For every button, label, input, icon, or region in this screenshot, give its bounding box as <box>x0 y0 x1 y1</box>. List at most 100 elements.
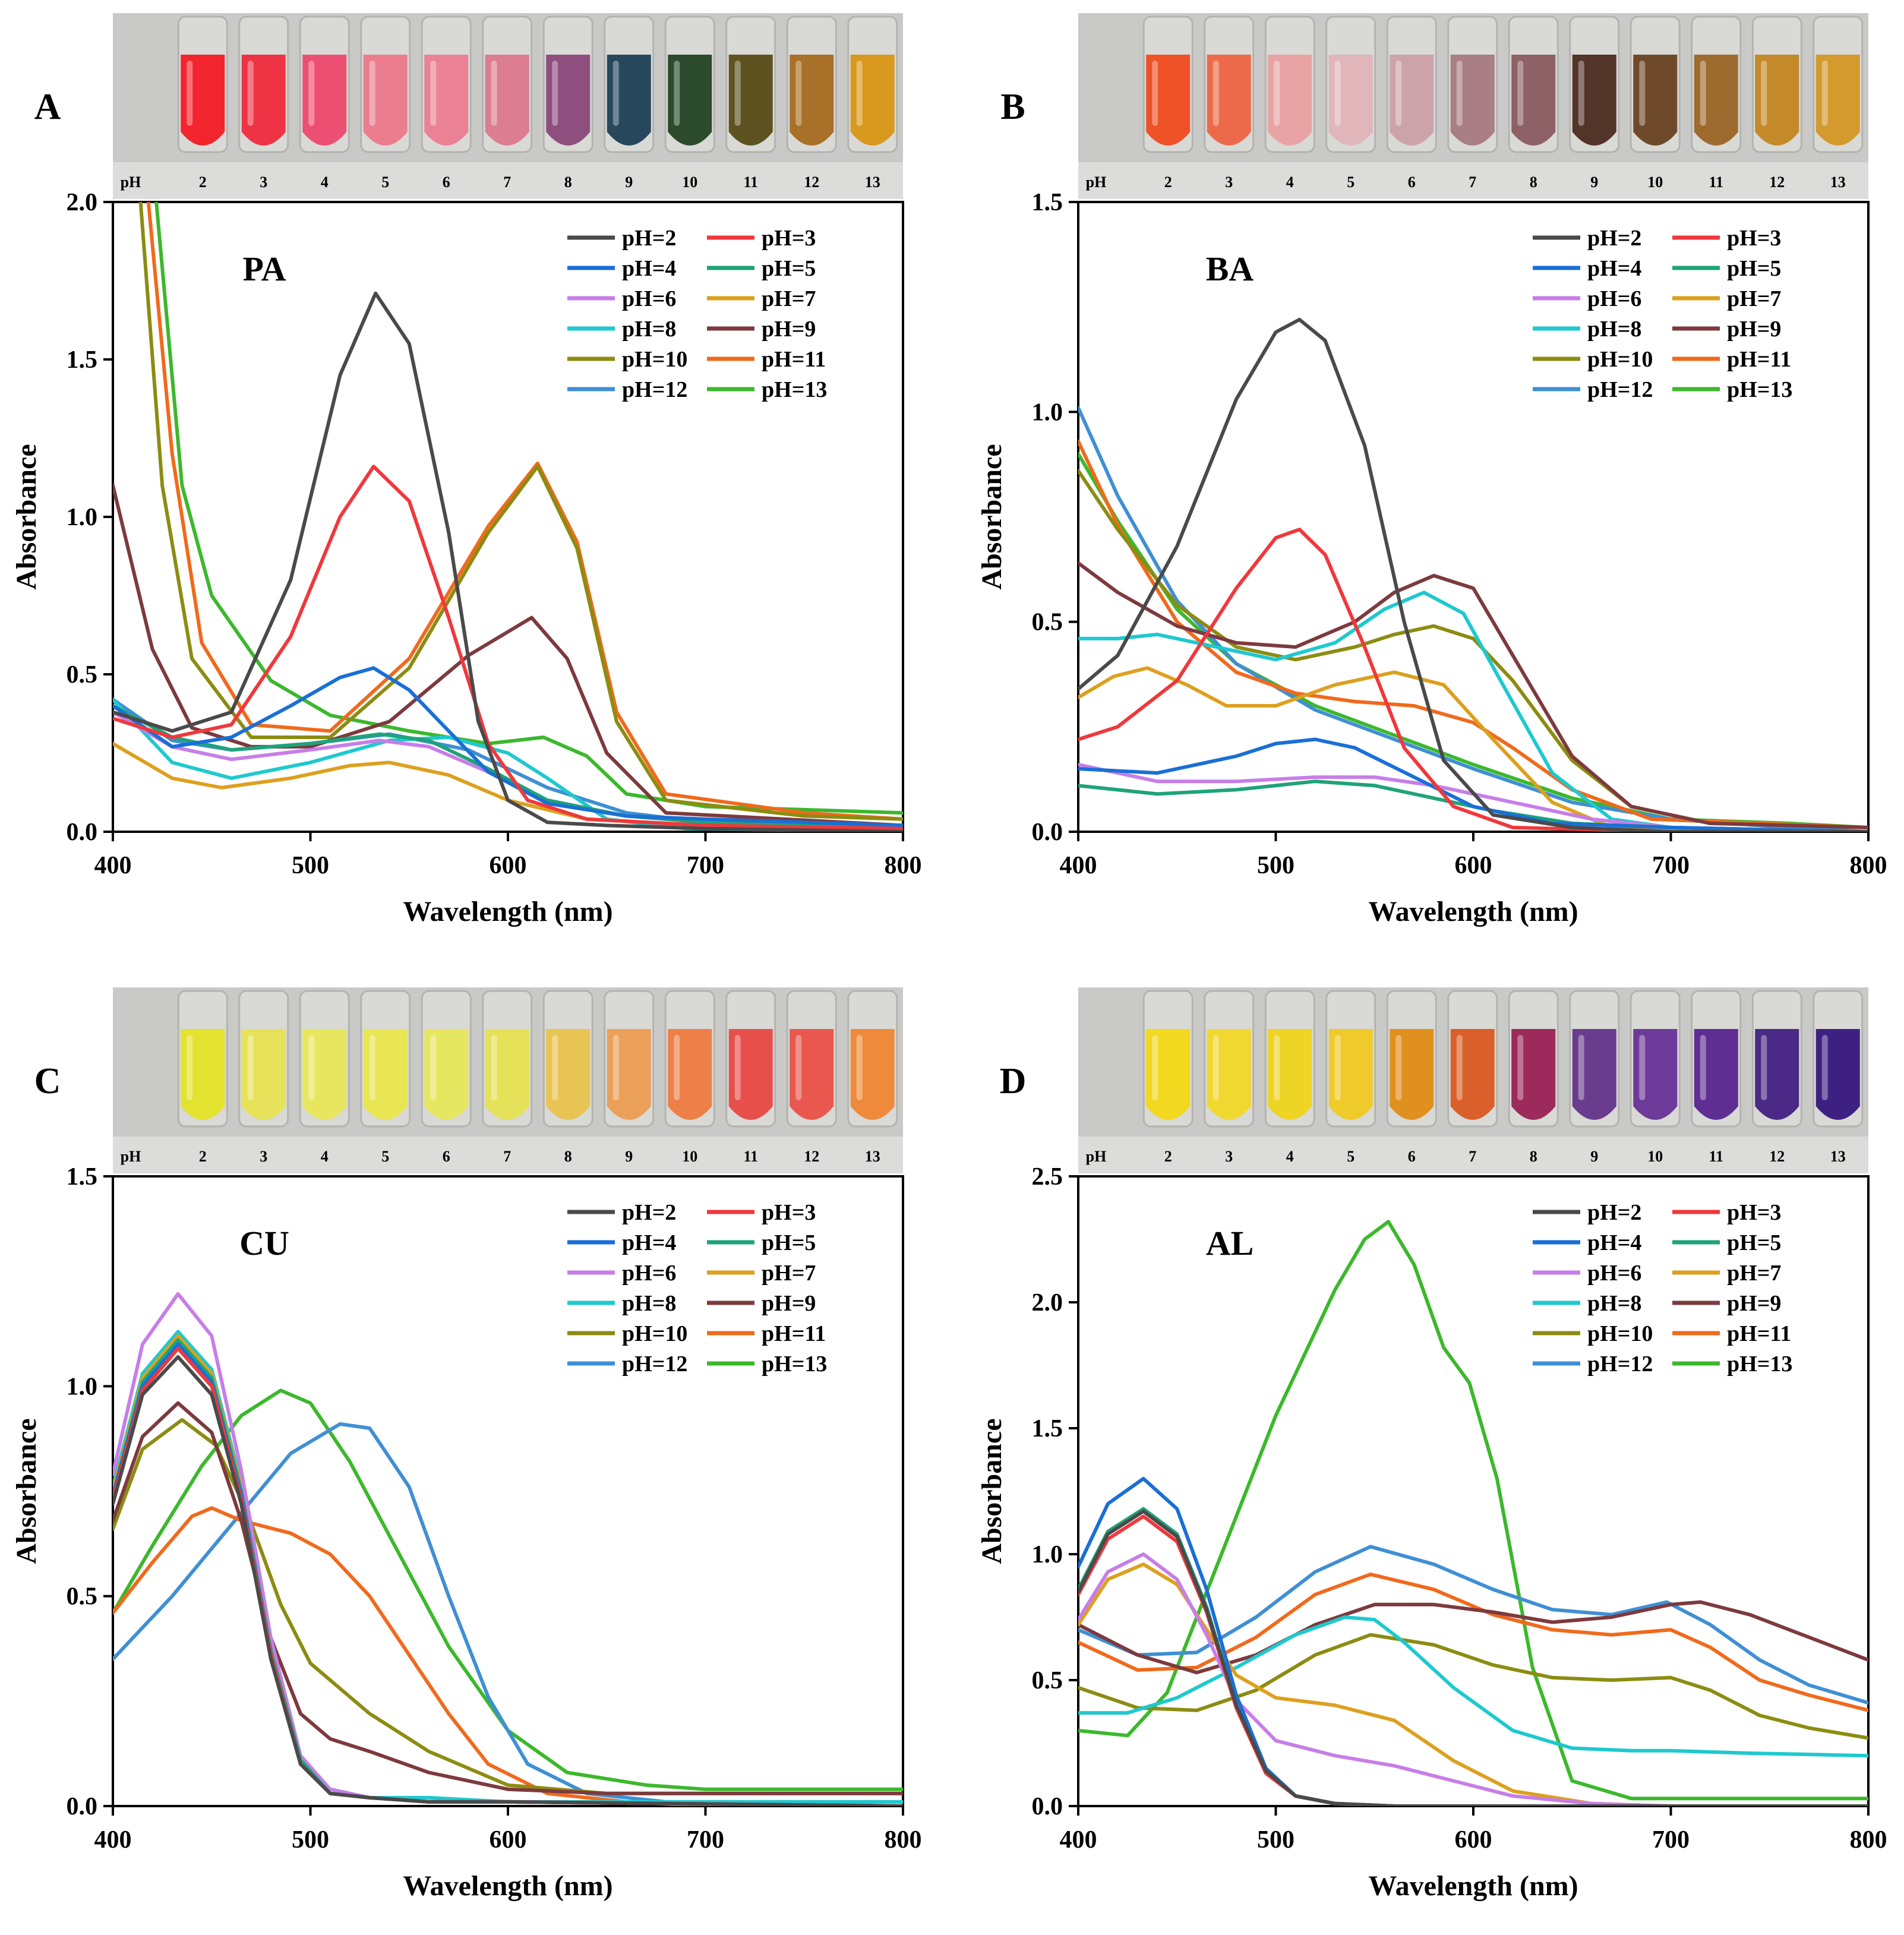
legend-item-ph-2: pH=2 <box>1533 226 1641 251</box>
legend-label: pH=3 <box>762 226 816 251</box>
tube-ph-label: 9 <box>625 1148 633 1165</box>
legend-item-ph-9: pH=9 <box>707 1291 816 1316</box>
legend-label: pH=3 <box>1727 1200 1781 1225</box>
series-line-ph-7 <box>1078 666 1868 832</box>
y-tick-label: 2.0 <box>1032 1289 1063 1317</box>
tube-highlight <box>187 61 193 126</box>
legend-item-ph-5: pH=5 <box>707 256 816 281</box>
tube-highlight <box>1395 61 1402 126</box>
y-tick-label: 0.5 <box>1032 1667 1063 1694</box>
tube-ph-label: 2 <box>1164 173 1172 191</box>
legend-item-ph-8: pH=8 <box>1533 1291 1641 1316</box>
tube-highlight <box>1578 1035 1584 1100</box>
legend-item-ph-5: pH=5 <box>707 1230 816 1255</box>
series-group <box>1078 1220 1868 1806</box>
tube-ph-4: 4 <box>299 990 350 1165</box>
legend-item-ph-4: pH=4 <box>567 256 676 281</box>
legend-label: pH=11 <box>762 347 826 372</box>
series-line-ph-10 <box>113 1418 903 1795</box>
tube-highlight <box>552 1035 558 1100</box>
legend-label: pH=9 <box>762 317 816 342</box>
tube-solution <box>668 55 712 146</box>
tube-highlight <box>856 1035 863 1100</box>
tube-solution <box>302 55 347 146</box>
legend-label: pH=5 <box>762 256 816 281</box>
tube-photo: 2 3 4 5 6 7 8 9 10 11 12 13 pH <box>1078 987 1868 1173</box>
tube-ph-7: 7 <box>1447 990 1498 1165</box>
tube-ph-label: 12 <box>804 173 819 191</box>
tube-ph-label: 4 <box>321 1148 329 1165</box>
tube-ph-5: 5 <box>1325 15 1376 191</box>
legend-item-ph-10: pH=10 <box>1533 1321 1653 1346</box>
tube-ph-13: 13 <box>847 15 898 191</box>
legend-label: pH=10 <box>622 1321 687 1346</box>
tube-highlight <box>1456 61 1463 126</box>
legend-label: pH=12 <box>622 1352 687 1377</box>
tube-highlight <box>674 1035 680 1100</box>
x-axis-label: Wavelength (nm) <box>403 1870 612 1902</box>
legend-label: pH=3 <box>762 1200 816 1225</box>
tube-highlight <box>1517 61 1524 126</box>
x-tick-label: 700 <box>687 852 724 879</box>
series-line-ph-9 <box>113 484 903 828</box>
tube-highlight <box>247 61 254 126</box>
legend-item-ph-7: pH=7 <box>1672 1261 1781 1286</box>
legend-label: pH=7 <box>762 286 816 311</box>
tube-highlight <box>308 1035 315 1100</box>
tube-ph-8: 8 <box>1508 15 1559 191</box>
legend-item-ph-7: pH=7 <box>707 1261 816 1286</box>
tube-ph-6: 6 <box>1386 15 1437 191</box>
tube-solution <box>241 55 286 146</box>
tube-ph-8: 8 <box>542 15 593 191</box>
tube-ph-10: 10 <box>1630 990 1681 1165</box>
tube-ph-3: 3 <box>1204 15 1255 191</box>
tube-ph-9: 9 <box>1569 990 1620 1165</box>
legend-item-ph-6: pH=6 <box>1533 1261 1641 1286</box>
y-tick-label: 0.0 <box>67 819 98 846</box>
legend-label: pH=10 <box>1587 347 1653 372</box>
tube-solution <box>302 1029 347 1120</box>
y-tick-label: 0.0 <box>67 1793 98 1820</box>
tube-highlight <box>1213 1035 1219 1100</box>
photo-ph-label: pH <box>1086 1148 1107 1165</box>
x-tick-label: 400 <box>1060 1826 1097 1854</box>
tube-solution <box>485 55 529 146</box>
tube-solution <box>546 1029 591 1120</box>
tube-ph-10: 10 <box>664 15 715 191</box>
series-line-ph-7 <box>1078 1562 1868 1806</box>
tube-solution <box>1572 1029 1616 1120</box>
x-tick-label: 600 <box>490 852 527 879</box>
tube-highlight <box>1639 61 1646 126</box>
tube-ph-12: 12 <box>1751 15 1802 191</box>
x-tick-label: 600 <box>1455 1826 1492 1854</box>
legend-item-ph-8: pH=8 <box>1533 317 1641 342</box>
x-tick-label: 400 <box>94 852 132 879</box>
tube-ph-label: 4 <box>1286 173 1294 191</box>
panel-letter: C <box>34 1061 61 1101</box>
y-tick-label: 1.0 <box>1032 1541 1063 1568</box>
y-axis-label: Absorbance <box>11 1418 42 1564</box>
series-line-ph-7 <box>113 1334 903 1806</box>
tube-ph-10: 10 <box>1630 15 1681 191</box>
legend: pH=2 pH=3 pH=4 pH=5 pH=6 pH=7 pH=8 pH=9 pH=10 pH=… <box>1533 226 1792 402</box>
legend-item-ph-11: pH=11 <box>1672 347 1791 372</box>
tube-ph-label: 11 <box>1709 1148 1723 1165</box>
legend-item-ph-4: pH=4 <box>1533 1230 1641 1255</box>
series-line-ph-9 <box>1078 561 1868 829</box>
tube-highlight <box>1700 1035 1706 1100</box>
tube-highlight <box>612 61 619 126</box>
legend: pH=2 pH=3 pH=4 pH=5 pH=6 pH=7 pH=8 pH=9 pH=10 pH=… <box>567 226 827 402</box>
tube-ph-label: 9 <box>1590 173 1598 191</box>
panel-b: B 2 3 4 5 6 7 8 9 10 11 12 13 pH 400 500 600 700 800 0.0 0.5… <box>976 13 1887 927</box>
tube-highlight <box>1761 61 1767 126</box>
legend-item-ph-3: pH=3 <box>1672 226 1781 251</box>
tube-photo: 2 3 4 5 6 7 8 9 10 11 12 13 pH <box>1078 13 1868 199</box>
tube-ph-12: 12 <box>1751 990 1802 1165</box>
legend-item-ph-8: pH=8 <box>567 317 676 342</box>
legend-label: pH=4 <box>1587 1230 1641 1255</box>
tube-solution <box>668 1029 712 1120</box>
tube-ph-label: 6 <box>1408 173 1416 191</box>
tube-ph-7: 7 <box>1447 15 1498 191</box>
tube-solution <box>485 1029 529 1120</box>
tube-highlight <box>1213 61 1219 126</box>
